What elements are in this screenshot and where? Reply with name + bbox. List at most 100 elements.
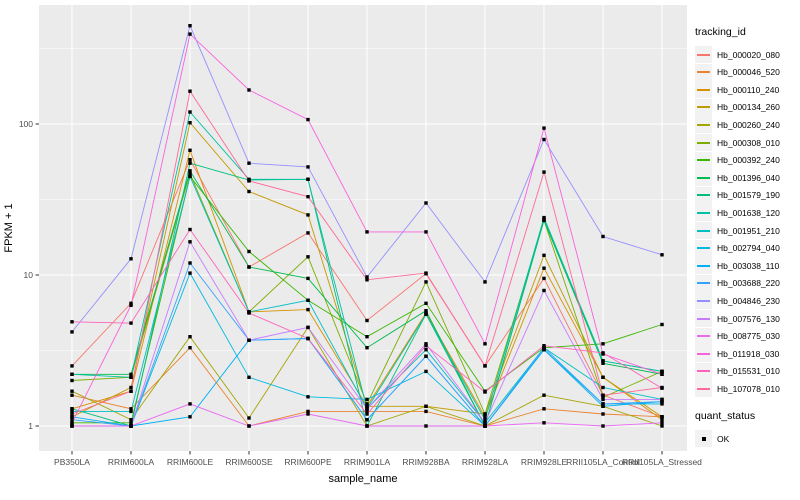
legend-entry-Hb_002794_040: Hb_002794_040 (695, 239, 780, 257)
data-point-marker (129, 301, 133, 305)
data-point-marker (601, 412, 605, 416)
data-point-marker (365, 275, 369, 279)
legend-entry-Hb_001638_120: Hb_001638_120 (695, 204, 780, 222)
data-point-marker (188, 110, 192, 114)
legend-key-swatch (695, 292, 712, 310)
data-point-marker (306, 395, 310, 399)
legend-key-swatch (695, 239, 712, 257)
data-point-marker (542, 170, 546, 174)
data-point-marker (247, 88, 251, 92)
legend-title-quant-status: quant_status (695, 410, 756, 422)
data-point-marker (129, 407, 133, 411)
data-point-marker (542, 137, 546, 142)
data-point-marker (306, 336, 310, 341)
data-point-marker (306, 276, 310, 281)
legend-entry-label: Hb_001396_040 (717, 172, 780, 183)
data-point-marker (483, 415, 487, 419)
data-point-marker (306, 165, 310, 169)
legend-entry-Hb_000308_010: Hb_000308_010 (695, 134, 780, 151)
legend-entry-label: Hb_001638_120 (717, 207, 780, 218)
data-point-marker (660, 397, 664, 402)
y-tick-label: 10 (24, 270, 34, 280)
x-tick-label: RRII105LA_Control (566, 457, 640, 467)
legend-key-line (697, 229, 710, 232)
data-point-marker (601, 404, 605, 408)
data-point-marker (365, 409, 369, 414)
x-axis-title: sample_name (328, 473, 398, 485)
data-point-marker (70, 320, 74, 324)
legend: tracking_id Hb_000020_080 Hb_000046_520 Hb… (694, 0, 800, 500)
legend-key-line (697, 264, 710, 267)
data-point-marker (70, 372, 74, 376)
data-point-marker (129, 421, 133, 425)
legend-entry-Hb_000260_240: Hb_000260_240 (695, 116, 780, 134)
data-point-marker (365, 404, 369, 408)
legend-entry-label: Hb_007576_130 (717, 313, 780, 324)
legend-key-swatch (695, 116, 712, 134)
data-point-marker (129, 303, 133, 307)
data-point-marker (542, 393, 546, 397)
legend-entry-Hb_000110_240: Hb_000110_240 (695, 81, 779, 99)
data-point-marker (601, 375, 605, 379)
y-tick-label: 100 (19, 119, 33, 129)
data-point-marker (483, 364, 487, 368)
data-point-marker (424, 354, 428, 358)
data-point-marker (660, 418, 664, 422)
data-point-marker (483, 390, 487, 394)
legend-key-swatch (695, 63, 712, 81)
data-point-marker (542, 407, 546, 411)
legend-key-line (697, 299, 710, 302)
legend-entry-Hb_000134_260: Hb_000134_260 (695, 98, 780, 116)
legend-key-swatch (695, 204, 712, 222)
data-point-marker (306, 177, 310, 181)
data-point-marker (365, 402, 369, 406)
legend-key-line (697, 387, 710, 390)
legend-entry-Hb_003038_110: Hb_003038_110 (695, 257, 779, 275)
data-point-marker (542, 215, 546, 220)
data-point-marker (424, 348, 428, 352)
data-point-marker (483, 418, 487, 422)
legend-key-line (697, 176, 710, 179)
legend-entry-Hb_001951_210: Hb_001951_210 (695, 222, 780, 239)
data-point-marker (188, 148, 192, 152)
data-point-marker (424, 301, 428, 305)
legend-key-swatch (695, 274, 712, 292)
legend-entry-Hb_000020_080: Hb_000020_080 (695, 46, 780, 63)
data-point-marker (424, 312, 428, 316)
data-point-marker (188, 402, 192, 406)
data-point-marker (424, 404, 428, 408)
data-point-marker (70, 409, 74, 414)
legend-entry-label: Hb_001579_190 (717, 190, 780, 201)
data-point-marker (188, 335, 192, 339)
data-point-marker (542, 126, 546, 130)
data-point-marker (70, 393, 74, 397)
data-point-marker (129, 389, 133, 393)
data-point-marker (424, 201, 428, 205)
data-point-marker (660, 322, 664, 327)
data-point-marker (188, 174, 192, 179)
data-point-marker (660, 415, 664, 419)
data-point-marker (424, 271, 428, 275)
data-point-marker (483, 412, 487, 416)
data-point-marker (542, 348, 546, 352)
ok-square-marker-icon (701, 436, 706, 441)
legend-key-line (697, 88, 710, 91)
legend-key-line (697, 141, 710, 144)
legend-key-swatch (695, 81, 712, 99)
data-point-marker (660, 372, 664, 376)
data-point-marker (247, 416, 251, 420)
data-point-marker (188, 240, 192, 244)
data-point-marker (660, 253, 664, 257)
legend-key-swatch (695, 380, 712, 398)
legend-key-swatch (695, 169, 712, 187)
legend-key-line (697, 282, 710, 285)
legend-entry-Hb_008775_030: Hb_008775_030 (695, 327, 780, 345)
data-point-marker (188, 271, 192, 275)
legend-entry-Hb_011918_030: Hb_011918_030 (695, 345, 779, 363)
legend-key-line (697, 370, 710, 373)
data-point-marker (247, 375, 251, 379)
legend-key-line (697, 247, 710, 250)
data-point-marker (601, 359, 605, 363)
x-tick-label: RRIM600LA (108, 457, 155, 467)
data-point-marker (424, 342, 428, 346)
